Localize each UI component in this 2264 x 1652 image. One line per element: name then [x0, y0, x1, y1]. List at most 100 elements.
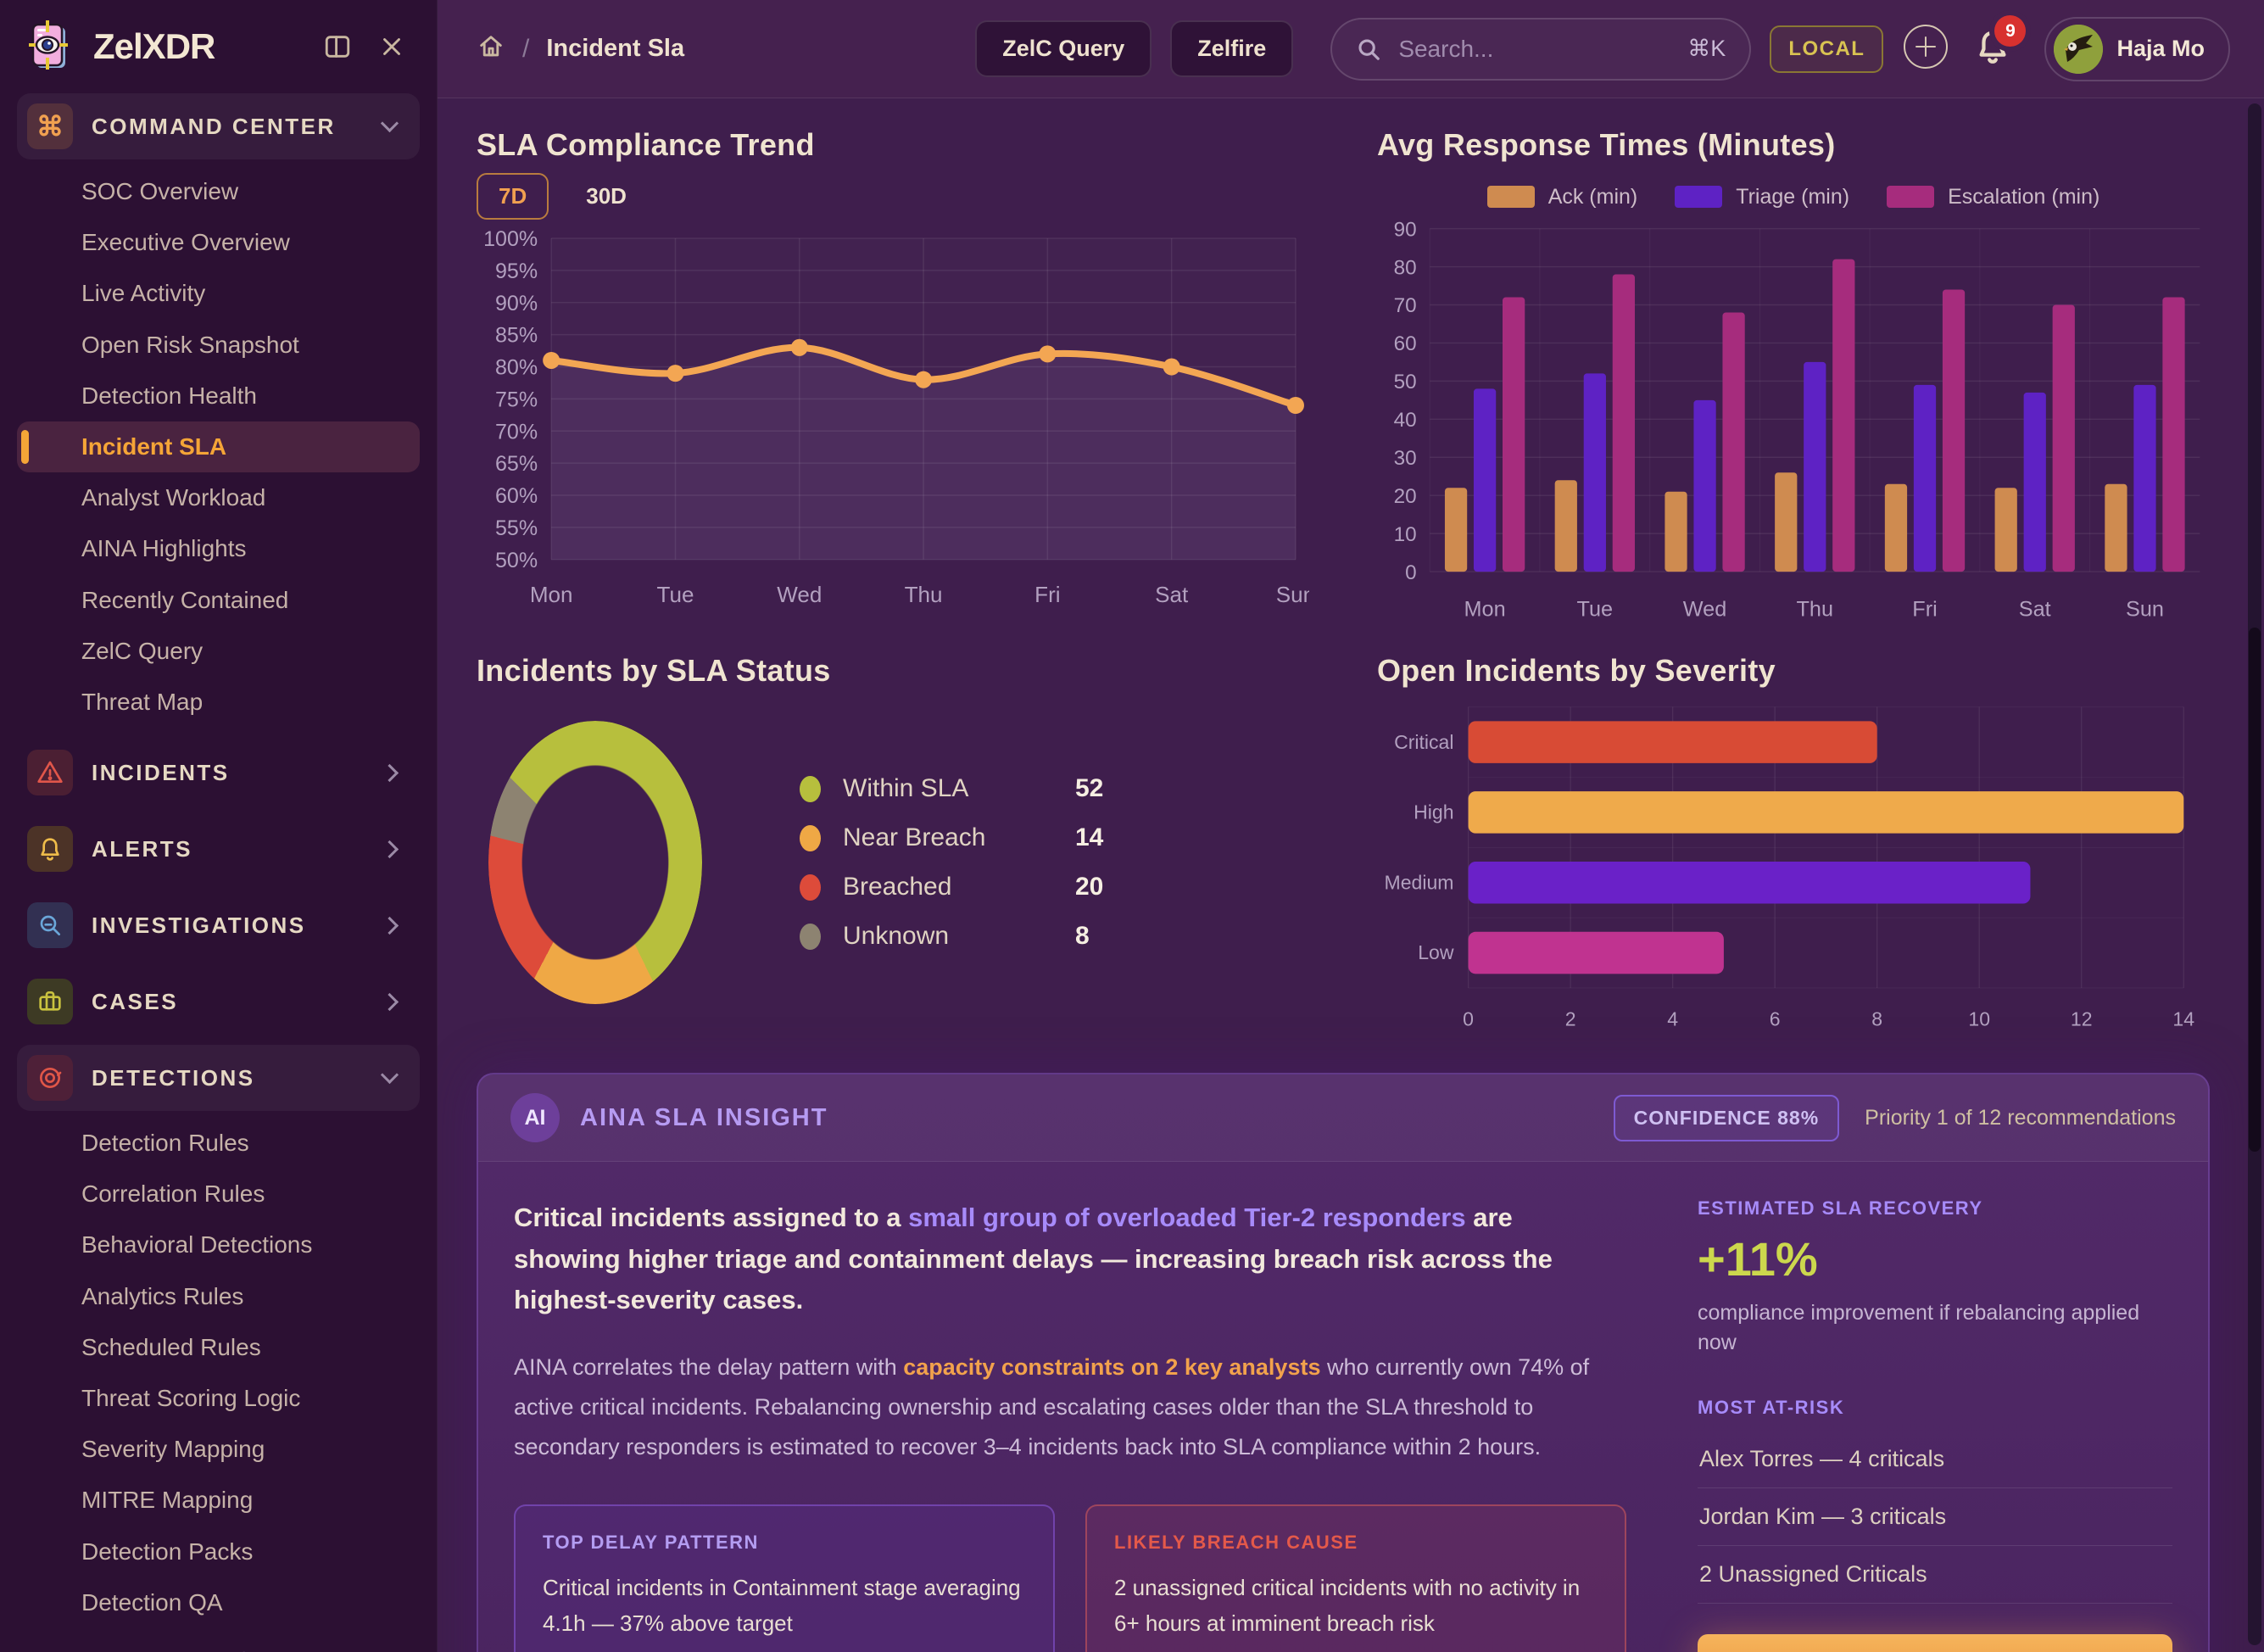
- ai-badge: AI: [510, 1093, 560, 1143]
- environment-badge: LOCAL: [1770, 25, 1884, 73]
- priority-text: Priority 1 of 12 recommendations: [1865, 1105, 2176, 1130]
- sidebar-item-soc-overview[interactable]: SOC Overview: [81, 178, 239, 204]
- magnifier-icon: [27, 902, 73, 949]
- donut-chart: [488, 721, 702, 1005]
- legend-label: Ack (min): [1547, 184, 1638, 209]
- aina-summary: ESTIMATED SLA RECOVERY +11% compliance i…: [1698, 1197, 2172, 1652]
- range-chip-30d[interactable]: 30D: [586, 183, 627, 209]
- at-risk-list: Alex Torres — 4 criticals Jordan Kim — 3 …: [1698, 1431, 2172, 1605]
- sidebar-item-executive-overview[interactable]: Executive Overview: [81, 229, 290, 256]
- logo-row: ZelXDR: [17, 14, 420, 88]
- card-label: LIKELY BREACH CAUSE: [1114, 1532, 1358, 1554]
- sidebar-section-incidents[interactable]: INCIDENTS: [17, 739, 420, 806]
- sidebar-item-incident-sla[interactable]: Incident SLA: [17, 421, 420, 473]
- confidence-badge: CONFIDENCE 88%: [1613, 1094, 1840, 1141]
- sidebar-item-detection-qa[interactable]: Detection QA: [81, 1588, 223, 1616]
- svg-text:0: 0: [1405, 561, 1417, 584]
- ask-aina-button[interactable]: Ask AINA: [1698, 1634, 2172, 1652]
- svg-text:60: 60: [1394, 332, 1417, 355]
- sidebar-item-threat-map[interactable]: Threat Map: [81, 688, 204, 715]
- sidebar-item-threat-scoring-logic[interactable]: Threat Scoring Logic: [81, 1385, 301, 1411]
- breadcrumb-page: Incident Sla: [546, 35, 685, 62]
- scrollbar-thumb[interactable]: [2249, 628, 2261, 1152]
- card-text: 2 unassigned critical incidents with no …: [1114, 1575, 1581, 1636]
- sidebar-section-alerts[interactable]: ALERTS: [17, 816, 420, 882]
- legend-item-ack-min[interactable]: Ack (min): [1486, 184, 1638, 209]
- legend-item-triage-min[interactable]: Triage (min): [1675, 185, 1849, 209]
- svg-text:80: 80: [1394, 256, 1417, 279]
- sidebar-item-mitre-mapping[interactable]: MITRE Mapping: [81, 1487, 254, 1514]
- legend-value: 52: [1075, 774, 1104, 803]
- recovery-label: ESTIMATED SLA RECOVERY: [1698, 1197, 1983, 1219]
- app-title: ZelXDR: [93, 26, 215, 66]
- legend-item-breached[interactable]: Breached 20: [800, 873, 1103, 901]
- sidebar-item-scheduled-rules[interactable]: Scheduled Rules: [81, 1333, 261, 1360]
- search-shortcut: ⌘K: [1687, 36, 1726, 61]
- svg-text:Fri: Fri: [1034, 582, 1060, 607]
- zelc-query-button[interactable]: ZelC Query: [975, 20, 1152, 77]
- sidebar-item-aina-highlights[interactable]: AINA Highlights: [81, 535, 247, 562]
- legend-item-near-breach[interactable]: Near Breach 14: [800, 823, 1103, 852]
- home-icon[interactable]: [477, 32, 505, 65]
- search-icon: [1358, 38, 1380, 60]
- chevron-right-icon: [380, 840, 399, 858]
- svg-text:Tue: Tue: [1577, 598, 1614, 622]
- sidebar-item-live-activity[interactable]: Live Activity: [81, 280, 206, 307]
- svg-text:12: 12: [2071, 1007, 2093, 1030]
- highlight-text: capacity constraints on 2 key analysts: [903, 1353, 1321, 1380]
- bar-chart: 0 10 20 30 40 50 60 70 80 90 Mon Tue Wed Thu Fri Sat Sun: [1394, 218, 2200, 622]
- legend-label: Near Breach: [843, 823, 986, 852]
- sidebar-item-analyst-workload[interactable]: Analyst Workload: [81, 484, 266, 511]
- sidebar-item-detection-packs[interactable]: Detection Packs: [81, 1538, 254, 1565]
- recovery-value: +11%: [1698, 1232, 1818, 1286]
- sidebar-item-zelc-query[interactable]: ZelC Query: [81, 637, 204, 664]
- sidebar-item-detection-rules[interactable]: Detection Rules: [81, 1130, 249, 1157]
- sidebar-nav: ⌘ COMMAND CENTER SOC Overview Executive O…: [17, 88, 420, 1652]
- sidebar-item-open-risk-snapshot[interactable]: Open Risk Snapshot: [81, 331, 299, 358]
- aina-header: AI AINA SLA INSIGHT CONFIDENCE 88% Prior…: [478, 1074, 2208, 1163]
- sidebar-item-severity-mapping[interactable]: Severity Mapping: [81, 1436, 265, 1463]
- incidents-by-sla-status-panel: Incidents by SLA Status Within SLA 52 Near…: [477, 648, 1309, 1035]
- notifications-button[interactable]: 9: [1973, 15, 2027, 70]
- app-logo-icon: [22, 19, 78, 75]
- zelfire-button[interactable]: Zelfire: [1170, 20, 1294, 77]
- topbar: / Incident Sla ZelC Query Zelfire ⌘K LOC…: [438, 0, 2264, 98]
- search-input[interactable]: [1397, 34, 1673, 64]
- legend-item-escalation-min[interactable]: Escalation (min): [1887, 185, 2099, 209]
- svg-text:Critical: Critical: [1394, 731, 1453, 753]
- svg-text:Sun: Sun: [2126, 598, 2164, 622]
- legend-swatch: [800, 824, 821, 851]
- scrollbar[interactable]: [2248, 103, 2261, 1645]
- user-menu[interactable]: Haja Mo: [2044, 16, 2230, 81]
- add-button[interactable]: [1902, 23, 1949, 75]
- sidebar-section-investigations[interactable]: INVESTIGATIONS: [17, 892, 420, 958]
- close-sidebar-icon[interactable]: [377, 32, 406, 61]
- legend-item-unknown[interactable]: Unknown 8: [800, 922, 1103, 951]
- sidebar: ZelXDR ⌘ COMMAND CENTER SOC Overview Exec…: [0, 0, 438, 1652]
- sidebar-item-detection-health[interactable]: Detection Health: [81, 382, 258, 409]
- chevron-down-icon: [380, 1065, 399, 1084]
- at-risk-item: 2 Unassigned Criticals: [1698, 1546, 2172, 1605]
- sidebar-item-analytics-rules[interactable]: Analytics Rules: [81, 1282, 244, 1309]
- legend-swatch: [800, 775, 821, 802]
- svg-text:0: 0: [1463, 1007, 1474, 1030]
- avg-response-times-panel: Avg Response Times (Minutes) Ack (min) Tr…: [1377, 122, 2210, 629]
- breadcrumb: / Incident Sla: [477, 32, 956, 65]
- range-chip-7d[interactable]: 7D: [477, 173, 549, 220]
- chevron-right-icon: [380, 916, 399, 935]
- svg-text:40: 40: [1394, 409, 1417, 432]
- sidebar-item-recently-contained[interactable]: Recently Contained: [81, 586, 289, 613]
- legend-item-within-sla[interactable]: Within SLA 52: [800, 774, 1103, 803]
- card-label: TOP DELAY PATTERN: [543, 1532, 759, 1554]
- sidebar-item-behavioral-detections[interactable]: Behavioral Detections: [81, 1231, 313, 1259]
- sidebar-section-cases[interactable]: CASES: [17, 968, 420, 1035]
- sidebar-item-correlation-rules[interactable]: Correlation Rules: [81, 1180, 265, 1208]
- panel-toggle-icon[interactable]: [323, 32, 352, 61]
- aina-card-likely-breach-cause: LIKELY BREACH CAUSE 2 unassigned critical…: [1085, 1504, 1626, 1652]
- sidebar-section-detections[interactable]: DETECTIONS: [17, 1045, 420, 1112]
- search-box[interactable]: ⌘K: [1330, 17, 1752, 81]
- legend-label: Within SLA: [843, 774, 969, 803]
- sidebar-section-command-center[interactable]: ⌘ COMMAND CENTER: [17, 93, 420, 159]
- legend-swatch: [1486, 186, 1535, 208]
- svg-text:Low: Low: [1418, 941, 1454, 963]
